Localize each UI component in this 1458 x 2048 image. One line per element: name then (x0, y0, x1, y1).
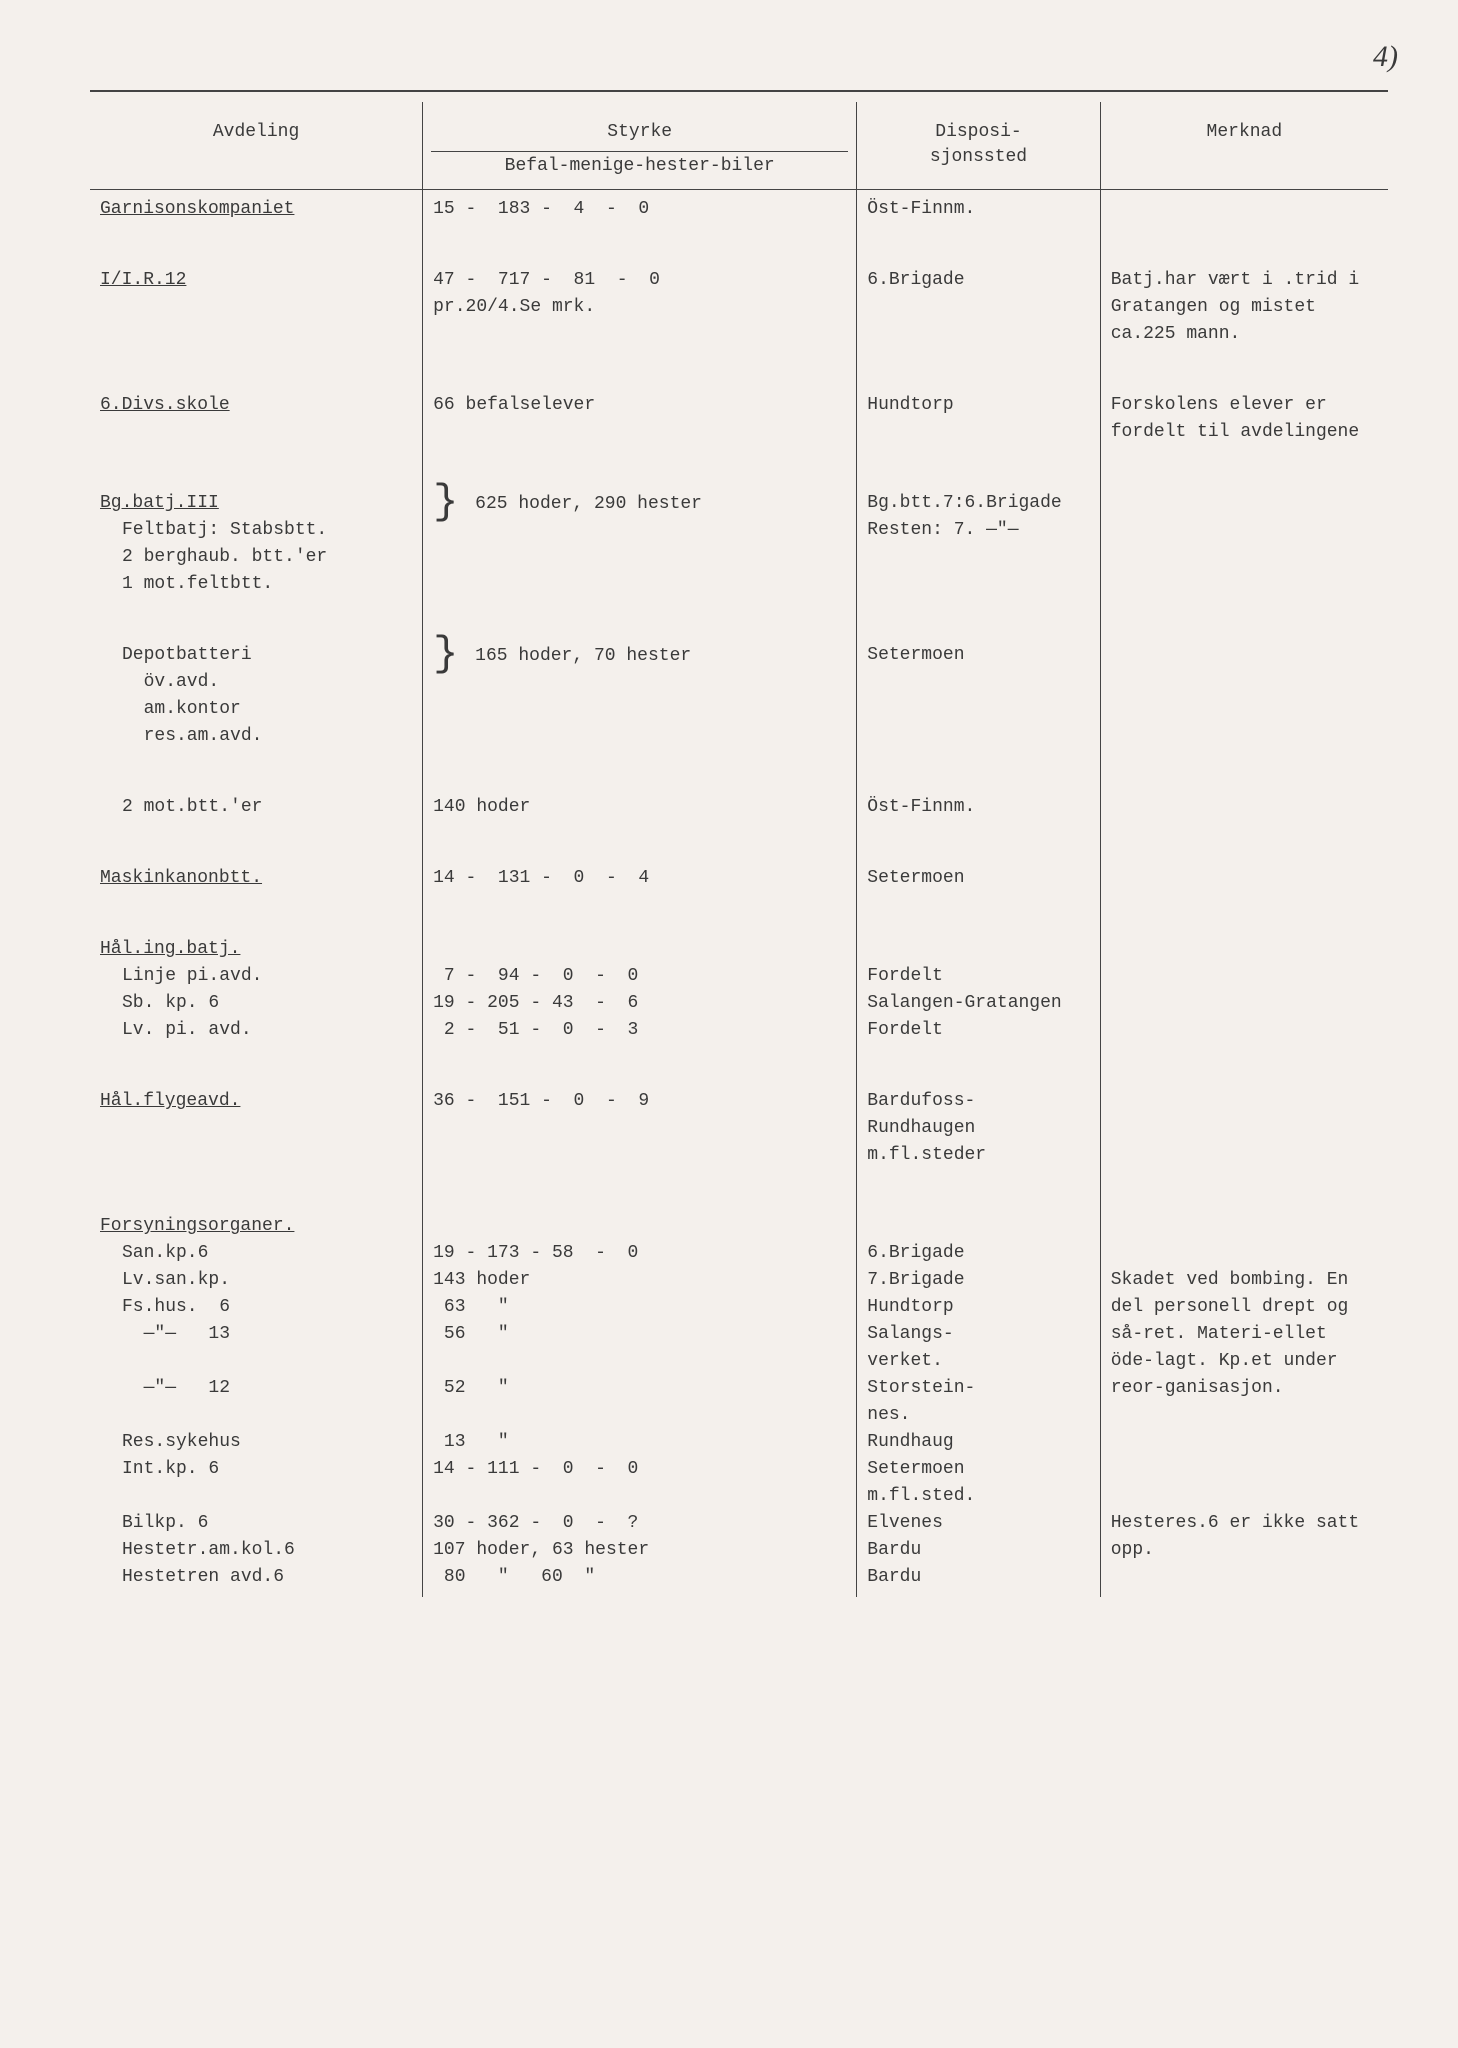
cell-avdeling: Bg.batj.IIIFeltbatj: Stabsbtt.2 berghaub… (90, 484, 423, 604)
row-spacer (90, 1050, 1388, 1082)
row-spacer (90, 354, 1388, 386)
cell-avdeling: Hål.flygeavd. (90, 1082, 423, 1175)
header-row: Avdeling Styrke Befal-menige-hester-bile… (90, 102, 1388, 190)
cell-merknad (1100, 1082, 1388, 1175)
cell-styrke: } 165 hoder, 70 hester (423, 636, 857, 756)
row-spacer (90, 756, 1388, 788)
hdr-avdeling-text: Avdeling (213, 122, 299, 142)
table-row: 2 mot.btt.'er140 hoderÖst-Finnm. (90, 788, 1388, 827)
cell-disposisjonssted: 6.Brigade (857, 261, 1100, 354)
cell-disposisjonssted: Öst-Finnm. (857, 788, 1100, 827)
document-page: 4) Avdeling Styrke Befal-menige-hester-b… (0, 0, 1458, 1657)
hdr-merknad-text: Merknad (1207, 122, 1283, 142)
hdr-disposisjonssted: Disposi- sjonssted (857, 102, 1100, 190)
table-row: I/I.R.1247 - 717 - 81 - 0pr.20/4.Se mrk.… (90, 261, 1388, 354)
hdr-dis-text: Disposi- sjonssted (930, 122, 1027, 167)
cell-disposisjonssted: Öst-Finnm. (857, 190, 1100, 230)
top-rule (90, 90, 1388, 92)
main-table: Avdeling Styrke Befal-menige-hester-bile… (90, 102, 1388, 1597)
table-row: 6.Divs.skole66 befalseleverHundtorpForsk… (90, 386, 1388, 452)
cell-merknad: Batj.har vært i .trid i Gratangen og mis… (1100, 261, 1388, 354)
table-row: Maskinkanonbtt.14 - 131 - 0 - 4Setermoen (90, 859, 1388, 898)
row-spacer (90, 604, 1388, 636)
cell-avdeling: Forsyningsorganer.San.kp.6Lv.san.kp.Fs.h… (90, 1207, 423, 1597)
row-spacer (90, 452, 1388, 484)
hdr-merknad: Merknad (1100, 102, 1388, 190)
cell-avdeling: Hål.ing.batj.Linje pi.avd.Sb. kp. 6Lv. p… (90, 930, 423, 1050)
cell-styrke: 140 hoder (423, 788, 857, 827)
row-spacer (90, 229, 1388, 261)
cell-styrke: 47 - 717 - 81 - 0pr.20/4.Se mrk. (423, 261, 857, 354)
table-row: Depotbatteri öv.avd. am.kontor res.am.av… (90, 636, 1388, 756)
cell-disposisjonssted: 6.Brigade7.BrigadeHundtorpSalangs-verket… (857, 1207, 1100, 1597)
cell-avdeling: I/I.R.12 (90, 261, 423, 354)
cell-merknad: Skadet ved bombing. En del personell dre… (1100, 1207, 1388, 1597)
row-spacer (90, 827, 1388, 859)
cell-merknad (1100, 636, 1388, 756)
table-body: Garnisonskompaniet15 - 183 - 4 - 0Öst-Fi… (90, 190, 1388, 1598)
row-spacer (90, 898, 1388, 930)
cell-disposisjonssted: Setermoen (857, 636, 1100, 756)
cell-styrke: 19 - 173 - 58 - 0143 hoder 63 " 56 " 52 … (423, 1207, 857, 1597)
table-row: Bg.batj.IIIFeltbatj: Stabsbtt.2 berghaub… (90, 484, 1388, 604)
table-row: Hål.ing.batj.Linje pi.avd.Sb. kp. 6Lv. p… (90, 930, 1388, 1050)
cell-styrke: 36 - 151 - 0 - 9 (423, 1082, 857, 1175)
page-number: 4) (1373, 40, 1398, 74)
hdr-avdeling: Avdeling (90, 102, 423, 190)
hdr-styrke-text: Styrke (607, 122, 672, 142)
cell-disposisjonssted: Bg.btt.7:6.BrigadeResten: 7. —"— (857, 484, 1100, 604)
cell-merknad (1100, 859, 1388, 898)
cell-styrke: 66 befalselever (423, 386, 857, 452)
cell-styrke: } 625 hoder, 290 hester (423, 484, 857, 604)
hdr-styrke: Styrke Befal-menige-hester-biler (423, 102, 857, 190)
table-row: Garnisonskompaniet15 - 183 - 4 - 0Öst-Fi… (90, 190, 1388, 230)
cell-avdeling: Garnisonskompaniet (90, 190, 423, 230)
cell-merknad (1100, 190, 1388, 230)
cell-merknad: Forskolens elever er fordelt til avdelin… (1100, 386, 1388, 452)
table-row: Forsyningsorganer.San.kp.6Lv.san.kp.Fs.h… (90, 1207, 1388, 1597)
cell-styrke: 14 - 131 - 0 - 4 (423, 859, 857, 898)
cell-merknad (1100, 930, 1388, 1050)
cell-merknad (1100, 788, 1388, 827)
cell-avdeling: 2 mot.btt.'er (90, 788, 423, 827)
cell-avdeling: Depotbatteri öv.avd. am.kontor res.am.av… (90, 636, 423, 756)
cell-disposisjonssted: Hundtorp (857, 386, 1100, 452)
cell-merknad (1100, 484, 1388, 604)
table-row: Hål.flygeavd.36 - 151 - 0 - 9Bardufoss-R… (90, 1082, 1388, 1175)
cell-avdeling: Maskinkanonbtt. (90, 859, 423, 898)
cell-styrke: 7 - 94 - 0 - 019 - 205 - 43 - 6 2 - 51 -… (423, 930, 857, 1050)
cell-disposisjonssted: Bardufoss-Rundhaugenm.fl.steder (857, 1082, 1100, 1175)
cell-styrke: 15 - 183 - 4 - 0 (423, 190, 857, 230)
cell-avdeling: 6.Divs.skole (90, 386, 423, 452)
row-spacer (90, 1175, 1388, 1207)
cell-disposisjonssted: Setermoen (857, 859, 1100, 898)
cell-disposisjonssted: FordeltSalangen-GratangenFordelt (857, 930, 1100, 1050)
hdr-styrke-sub: Befal-menige-hester-biler (431, 151, 848, 179)
